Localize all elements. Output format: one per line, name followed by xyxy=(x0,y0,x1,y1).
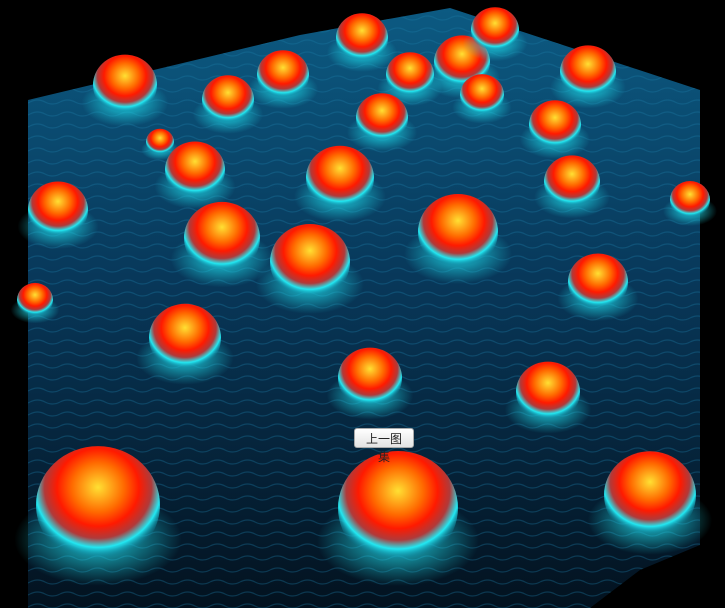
nanodot-peak xyxy=(604,451,696,539)
nanodot-peak xyxy=(306,145,374,211)
nanodot-peak xyxy=(93,54,157,116)
nanodot-peak xyxy=(270,224,350,300)
nanodot-peak xyxy=(386,52,434,98)
nanodot-peak xyxy=(149,303,221,373)
nanodot-peak xyxy=(17,282,53,318)
nanodot-peak xyxy=(338,347,402,409)
prev-gallery-button[interactable]: 上一图集 xyxy=(354,428,414,464)
nanodot-peak xyxy=(471,7,519,53)
nanodot-peak xyxy=(202,75,254,125)
nanodot-peak xyxy=(146,128,174,156)
nanodot-peak xyxy=(529,100,581,150)
nanodot-peak xyxy=(670,181,710,219)
nanodot-peak xyxy=(460,74,504,116)
nanodot-peak xyxy=(184,201,260,275)
nanodot-peak xyxy=(36,446,160,564)
nanodot-peak xyxy=(544,155,600,209)
nanodot-peak xyxy=(257,50,309,100)
nanodot-peak xyxy=(336,13,388,63)
nanodot-peak xyxy=(356,93,408,143)
nanodot-peak xyxy=(560,45,616,99)
nanodot-peak xyxy=(568,253,628,311)
nanodot-peak xyxy=(165,141,225,199)
nanodot-peak xyxy=(516,361,580,423)
nanodot-peak xyxy=(28,181,88,239)
nanodot-peak xyxy=(418,194,498,270)
nanodot-peak xyxy=(338,451,458,565)
